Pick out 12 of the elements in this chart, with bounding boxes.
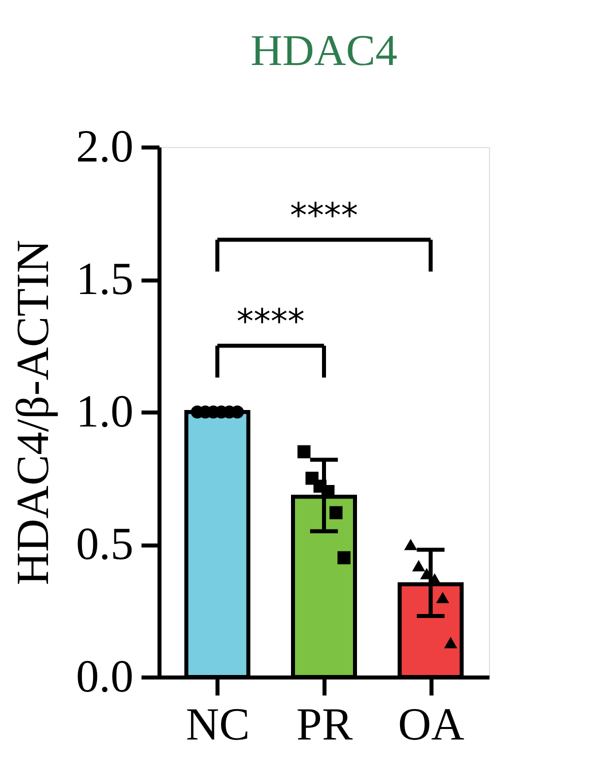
y-tick-label: 1.5 <box>76 253 134 304</box>
y-axis-title: HDAC4/β-ACTIN <box>7 240 58 586</box>
x-tick-label: OA <box>398 698 464 750</box>
y-tick-label: 2.0 <box>76 120 134 172</box>
annotation: **** <box>290 196 358 236</box>
y-tick-label: 1.0 <box>76 386 134 436</box>
chart-title: HDAC4 <box>250 26 398 75</box>
x-tick-label: PR <box>296 698 353 750</box>
y-tick-label: 0.0 <box>76 650 134 702</box>
y-tick-label: 0.5 <box>76 518 134 569</box>
annotation: **** <box>236 302 305 342</box>
x-tick-label: NC <box>186 698 250 750</box>
